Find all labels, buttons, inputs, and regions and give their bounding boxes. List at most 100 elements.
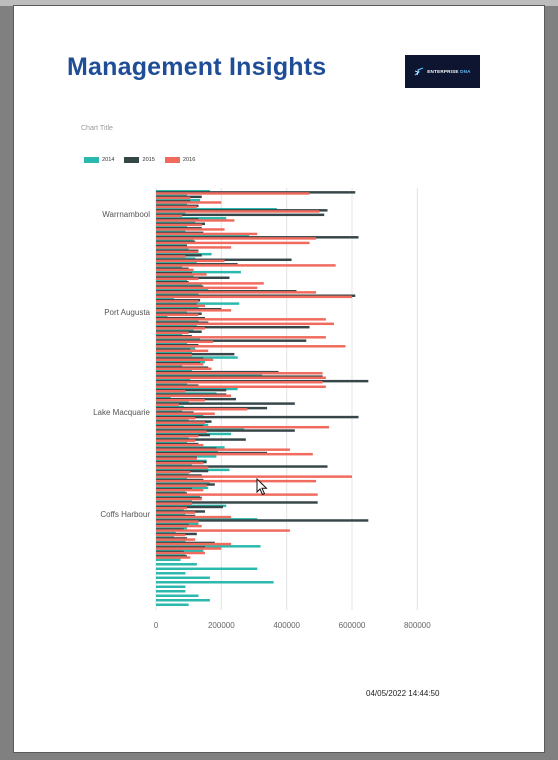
bar-2016[interactable] [156, 399, 205, 402]
bar-2014[interactable] [156, 576, 210, 580]
bar-2016[interactable] [156, 313, 199, 317]
bar-2016[interactable] [156, 331, 189, 335]
bar-2016[interactable] [156, 246, 232, 249]
bar-2016[interactable] [156, 430, 207, 433]
bar-2016[interactable] [156, 376, 326, 379]
bar-2016[interactable] [156, 250, 199, 254]
bar-2016[interactable] [156, 493, 318, 496]
bar-2016[interactable] [156, 475, 352, 478]
bar-2014[interactable] [156, 581, 274, 584]
bar-2014[interactable] [156, 594, 199, 597]
bar-2014[interactable] [156, 585, 186, 588]
bar-2015[interactable] [156, 438, 246, 441]
bar-2014[interactable] [156, 270, 241, 274]
bar-2016[interactable] [156, 452, 313, 456]
bar-2016[interactable] [156, 219, 235, 222]
bar-2015[interactable] [156, 415, 359, 419]
bar-2015[interactable] [156, 339, 307, 342]
bar-2016[interactable] [156, 484, 207, 487]
bar-2016[interactable] [156, 520, 199, 523]
bar-2014[interactable] [156, 603, 189, 606]
legend-item-2016[interactable]: 2016 [164, 157, 195, 163]
bar-chart[interactable]: Warrnambool Port Augusta Lake Macquarie Cof… [14, 6, 544, 752]
bar-2016[interactable] [156, 349, 209, 353]
bar-2016[interactable] [156, 358, 214, 362]
bar-2014[interactable] [156, 590, 186, 593]
bar-2014[interactable] [156, 599, 210, 602]
bar-2016[interactable] [156, 318, 326, 321]
bar-2016[interactable] [156, 425, 330, 429]
bar-2016[interactable] [156, 295, 352, 299]
bar-2016[interactable] [156, 511, 196, 514]
bar-2016[interactable] [156, 241, 310, 245]
bar-2016[interactable] [156, 506, 188, 510]
bar-2016[interactable] [156, 466, 209, 469]
bar-2016[interactable] [156, 286, 258, 290]
bar-2016[interactable] [156, 340, 214, 344]
bar-2016[interactable] [156, 304, 205, 308]
bar-2016[interactable] [156, 457, 197, 460]
bar-2016[interactable] [156, 300, 199, 303]
bar-2016[interactable] [156, 488, 204, 492]
bar-2016[interactable] [156, 551, 205, 555]
bar-2016[interactable] [156, 443, 204, 447]
bar-2014[interactable] [156, 545, 261, 548]
bar-2016[interactable] [156, 385, 326, 388]
bar-2015[interactable] [156, 519, 369, 522]
bar-2016[interactable] [156, 322, 335, 326]
bar-2016[interactable] [156, 439, 196, 442]
bar-2016[interactable] [156, 542, 232, 546]
bar-2016[interactable] [156, 273, 207, 276]
bar-2016[interactable] [156, 533, 186, 537]
bar-2016[interactable] [156, 529, 290, 532]
bar-2016[interactable] [156, 309, 232, 312]
bar-2016[interactable] [156, 228, 225, 231]
bar-2016[interactable] [156, 502, 192, 505]
bar-2016[interactable] [156, 237, 317, 240]
bar-2015[interactable] [156, 429, 295, 432]
bar-2016[interactable] [156, 201, 222, 204]
bar-2016[interactable] [156, 268, 194, 272]
bar-2016[interactable] [156, 363, 204, 366]
bar-2014[interactable] [156, 558, 181, 562]
bar-2016[interactable] [156, 232, 258, 236]
bar-2016[interactable] [156, 556, 191, 559]
bar-2016[interactable] [156, 547, 222, 550]
bar-2015[interactable] [156, 465, 328, 468]
bar-2016[interactable] [156, 192, 310, 195]
bar-2016[interactable] [156, 223, 202, 227]
bar-2016[interactable] [156, 394, 232, 397]
bar-2014[interactable] [156, 563, 197, 566]
bar-2016[interactable] [156, 345, 346, 348]
bar-2016[interactable] [156, 336, 326, 339]
bar-2015[interactable] [156, 388, 227, 392]
bar-2016[interactable] [156, 291, 317, 294]
bar-2016[interactable] [156, 515, 232, 519]
bar-2016[interactable] [156, 210, 320, 213]
bar-2016[interactable] [156, 277, 199, 281]
bar-2016[interactable] [156, 264, 336, 267]
bar-2016[interactable] [156, 407, 248, 411]
bar-2016[interactable] [156, 448, 290, 451]
bar-2016[interactable] [156, 367, 212, 371]
bar-2016[interactable] [156, 390, 186, 393]
bar-2016[interactable] [156, 196, 191, 200]
bar-2016[interactable] [156, 259, 225, 263]
bar-2016[interactable] [156, 255, 186, 258]
bar-2016[interactable] [156, 403, 179, 406]
bar-2016[interactable] [156, 421, 205, 424]
bar-2016[interactable] [156, 205, 197, 209]
bar-2014[interactable] [156, 302, 240, 305]
bar-2014[interactable] [156, 567, 258, 571]
bar-2015[interactable] [156, 402, 295, 405]
chart-legend[interactable]: 2014 2015 2016 [84, 157, 195, 163]
bar-2014[interactable] [156, 572, 186, 575]
bar-2016[interactable] [156, 470, 191, 474]
bar-2015[interactable] [156, 505, 223, 509]
legend-item-2014[interactable]: 2014 [84, 157, 114, 163]
bar-2016[interactable] [156, 461, 204, 465]
bar-2016[interactable] [156, 282, 264, 285]
bar-2016[interactable] [156, 434, 199, 438]
bar-2016[interactable] [156, 214, 183, 218]
bar-2016[interactable] [156, 497, 202, 501]
